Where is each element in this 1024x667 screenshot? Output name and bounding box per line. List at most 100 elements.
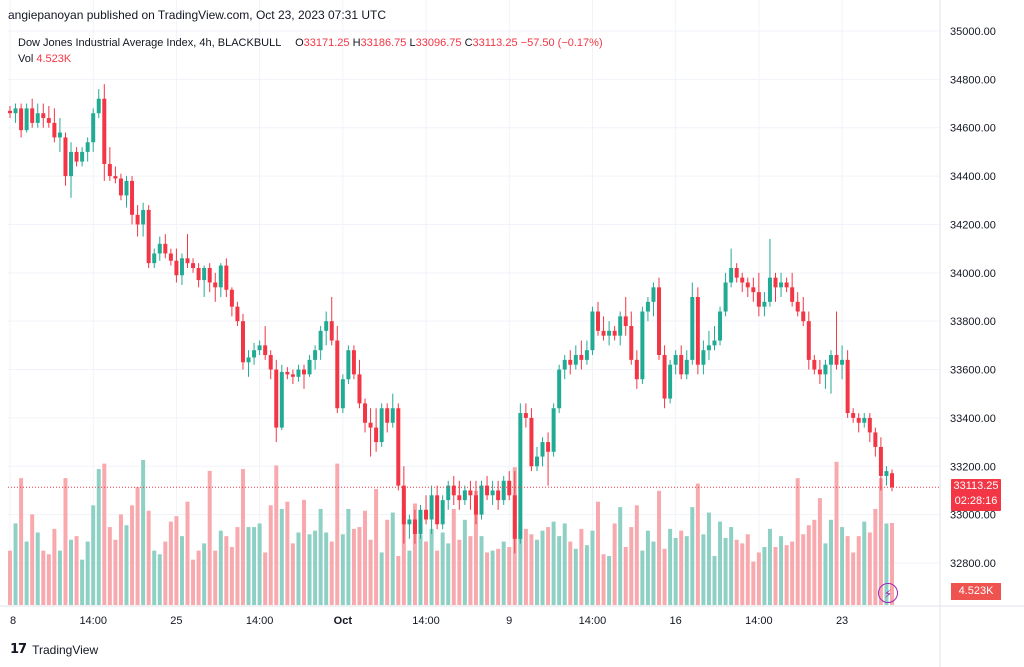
lightning-icon[interactable]: ⚡ [878, 583, 898, 603]
volume-bar [673, 537, 678, 605]
price-tick-label: 34000.00 [950, 268, 996, 280]
candle-body [534, 456, 539, 467]
volume-bar [135, 487, 140, 605]
volume-bar [179, 536, 184, 605]
candle-body [462, 490, 467, 501]
volume-bar [113, 539, 118, 605]
candle-body [157, 243, 162, 254]
candle-body [41, 113, 46, 119]
legend-volume-row: Vol 4.523K [18, 51, 603, 67]
price-axis[interactable]: 35000.00 34800.00 34600.00 34400.00 34200.00… [950, 26, 996, 570]
price-tick-label: 34600.00 [950, 123, 996, 135]
candle-body [96, 98, 101, 114]
legend-high: 33186.75 [360, 37, 407, 49]
candle-body [706, 345, 711, 351]
candle-body [801, 311, 806, 322]
volume-bar [817, 498, 822, 605]
legend-open: 33171.25 [303, 37, 350, 49]
candle-body [740, 277, 745, 283]
candle-body [224, 265, 229, 290]
volume-bar [213, 550, 218, 605]
candle-body [607, 330, 612, 336]
volume-bar [396, 556, 401, 605]
candle-body [673, 355, 678, 365]
volume-bar [679, 530, 684, 605]
time-axis[interactable]: 8 14:00 25 14:00 Oct 14:00 9 14:00 16 14:00 23 [10, 615, 848, 627]
candle-body [817, 369, 822, 375]
candle-body [645, 301, 650, 312]
price-tick-label: 34400.00 [950, 171, 996, 183]
volume-bar [651, 541, 656, 605]
candle-body [540, 442, 545, 457]
volume-bar [840, 527, 845, 605]
volume-bar [629, 527, 634, 605]
bar-countdown: 02:28:16 [954, 495, 998, 507]
price-tick-label: 33000.00 [950, 510, 996, 522]
volume-bar [240, 469, 245, 605]
volume-bar [157, 554, 162, 605]
volume-bar [573, 548, 578, 605]
candle-body [568, 359, 573, 365]
candle-body [806, 321, 811, 360]
volume-bar [701, 534, 706, 605]
candle-body [263, 345, 268, 356]
volume-bar [401, 508, 406, 605]
volume-bars [8, 460, 894, 605]
candle-body [412, 519, 417, 534]
volume-bar [229, 547, 234, 605]
volume-bar [867, 532, 872, 605]
candle-body [274, 369, 279, 428]
candle-body [651, 287, 656, 302]
volume-bar [340, 534, 345, 605]
volume-bar [385, 519, 390, 605]
candle-body [202, 267, 207, 281]
volume-bar [390, 512, 395, 605]
volume-bar [196, 550, 201, 605]
candle-body [118, 178, 123, 196]
candle-body [113, 176, 118, 179]
volume-bar [290, 543, 295, 605]
volume-bar [202, 543, 207, 605]
candle-body [501, 480, 506, 501]
price-tick-label: 33400.00 [950, 413, 996, 425]
candle-body [285, 371, 290, 375]
volume-badge: 4.523K [951, 583, 1001, 600]
candle-body [91, 113, 96, 143]
volume-bar [19, 478, 24, 605]
volume-bar [118, 514, 123, 605]
publisher-line: angiepanoyan published on TradingView.co… [8, 8, 387, 22]
candle-body [557, 369, 562, 409]
volume-bar [878, 478, 883, 605]
candle-body [363, 403, 368, 423]
volume-bar [734, 539, 739, 605]
candle-body [601, 330, 606, 336]
volume-bar [435, 550, 440, 605]
candle-body [828, 355, 833, 365]
candle-body [618, 316, 623, 336]
volume-bar [496, 548, 501, 605]
candle-body [368, 422, 373, 428]
volume-bar [501, 541, 506, 605]
candle-body [773, 277, 778, 288]
volume-bar [96, 469, 101, 605]
volume-bar [601, 554, 606, 605]
volume-bar [207, 470, 212, 605]
volume-bar [35, 532, 40, 605]
candle-body [884, 471, 889, 476]
volume-bar [63, 478, 68, 605]
candle-body [69, 151, 74, 177]
legend-symbol[interactable]: Dow Jones Industrial Average Index, 4h, … [18, 37, 281, 49]
candle-body [612, 330, 617, 336]
tradingview-logo[interactable]: 17 TradingView [10, 642, 98, 657]
candle-body [523, 413, 528, 418]
volume-bar [440, 532, 445, 605]
volume-bar [695, 483, 700, 605]
volume-bar [124, 525, 129, 605]
volume-bar [745, 534, 750, 605]
candle-body [268, 355, 273, 370]
volume-bar [168, 521, 173, 605]
candle-body [579, 355, 584, 360]
candle-body [640, 311, 645, 380]
candle-body [751, 287, 756, 293]
